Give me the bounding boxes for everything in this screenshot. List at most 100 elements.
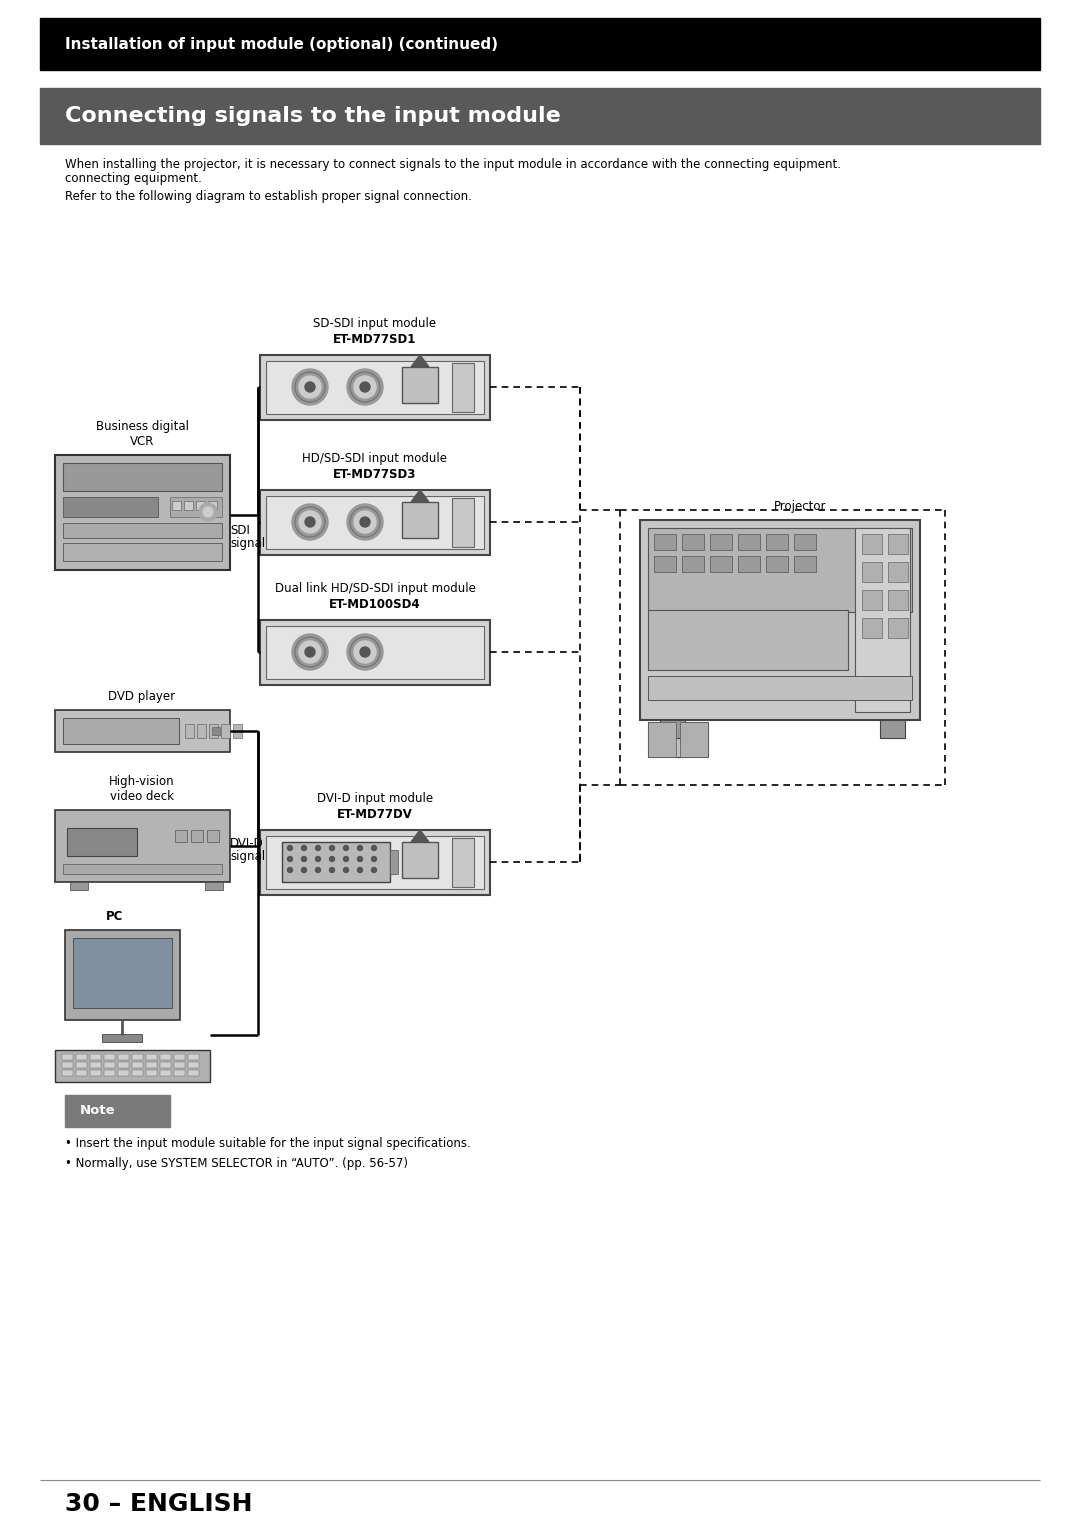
Bar [174,1070,185,1077]
Bar [160,1070,171,1077]
Circle shape [347,370,383,405]
Bar [794,534,816,550]
Polygon shape [411,490,429,502]
Text: PC: PC [106,910,124,922]
Bar [260,831,490,895]
Circle shape [301,846,307,851]
Bar [681,556,704,573]
Circle shape [305,518,315,527]
Text: ET-MD77SD3: ET-MD77SD3 [334,467,417,481]
Bar [710,556,732,573]
Bar [640,521,920,721]
Bar [402,366,438,403]
Bar [453,498,474,547]
Bar [654,556,676,573]
Text: • Normally, use SYSTEM SELECTOR in “AUTO”. (pp. 56-57): • Normally, use SYSTEM SELECTOR in “AUTO… [65,1157,408,1170]
Text: DVI-D: DVI-D [230,837,264,851]
Bar [185,724,194,738]
Circle shape [372,846,377,851]
Bar [104,1070,114,1077]
Bar [266,496,484,550]
Text: signal: signal [230,851,265,863]
Bar [65,930,180,1020]
Circle shape [360,647,370,657]
Bar [738,556,760,573]
Text: connecting equipment.: connecting equipment. [65,173,202,185]
Bar [55,710,230,751]
Bar [710,534,732,550]
Text: VCR: VCR [130,435,154,447]
Circle shape [305,647,315,657]
Bar [794,556,816,573]
Bar [63,524,222,538]
Bar [73,938,172,1008]
Bar [212,727,220,734]
Bar [118,1054,129,1060]
Bar [55,809,230,883]
Bar [880,721,905,738]
Bar [104,1054,114,1060]
Bar [888,534,908,554]
Circle shape [347,504,383,541]
Text: Dual link HD/SD-SDI input module: Dual link HD/SD-SDI input module [274,582,475,596]
Bar [62,1054,73,1060]
Circle shape [343,857,349,861]
Bar [62,1070,73,1077]
Bar [648,609,848,670]
Bar [260,354,490,420]
Bar [208,501,217,510]
Circle shape [292,370,328,405]
Text: ET-MD77DV: ET-MD77DV [337,808,413,822]
Bar [888,562,908,582]
Bar [680,722,708,757]
Text: video deck: video deck [110,789,174,803]
Bar [63,496,158,518]
Text: 30 – ENGLISH: 30 – ENGLISH [65,1492,253,1516]
Circle shape [299,376,321,399]
Bar [888,589,908,609]
Bar [174,1054,185,1060]
Bar [63,718,179,744]
Bar [862,534,882,554]
Text: ET-MD77SD1: ET-MD77SD1 [334,333,417,347]
Text: HD/SD-SDI input module: HD/SD-SDI input module [302,452,447,466]
Bar [648,676,912,699]
Bar [266,360,484,414]
Bar [195,501,205,510]
Text: ET-MD100SD4: ET-MD100SD4 [329,599,421,611]
Circle shape [354,641,376,663]
Bar [146,1070,157,1077]
Circle shape [203,507,213,518]
Circle shape [287,846,293,851]
Bar [221,724,230,738]
Bar [160,1061,171,1067]
Bar [104,1061,114,1067]
Bar [67,828,137,857]
Circle shape [199,502,217,521]
Bar [188,1070,199,1077]
Text: Note: Note [80,1104,116,1118]
Bar [266,626,484,680]
Bar [184,501,193,510]
Circle shape [305,382,315,392]
Circle shape [315,846,321,851]
Bar [55,1051,210,1083]
Bar [146,1061,157,1067]
Circle shape [354,512,376,533]
Text: Installation of input module (optional) (continued): Installation of input module (optional) … [65,37,498,52]
Bar [188,1061,199,1067]
Bar [70,883,87,890]
Bar [174,1061,185,1067]
Bar [146,1054,157,1060]
Bar [862,589,882,609]
Bar [40,89,1040,144]
Circle shape [315,857,321,861]
Bar [210,724,218,738]
Bar [76,1054,87,1060]
Circle shape [287,857,293,861]
Circle shape [360,382,370,392]
Circle shape [315,867,321,872]
Circle shape [287,867,293,872]
Bar [40,18,1040,70]
Bar [390,851,399,873]
